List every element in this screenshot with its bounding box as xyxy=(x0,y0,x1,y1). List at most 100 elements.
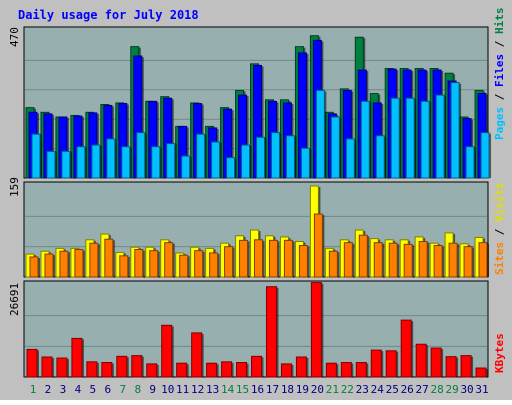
bar-sites-day-28 xyxy=(433,245,443,278)
bar-pages-day-15 xyxy=(241,144,251,179)
bar-kbytes-day-4 xyxy=(71,337,83,378)
bar-sites-day-11 xyxy=(179,254,189,278)
x-tick-label-day-12: 12 xyxy=(191,383,204,396)
chart-title: Daily usage for July 2018 xyxy=(18,8,199,22)
bar-kbytes-day-16 xyxy=(251,355,263,378)
bar-pages-day-19 xyxy=(300,147,310,179)
bar-pages-day-21 xyxy=(330,116,340,179)
bar-kbytes-day-2 xyxy=(41,356,53,378)
bar-kbytes-day-28 xyxy=(430,347,442,378)
bar-kbytes-day-27 xyxy=(415,343,427,378)
x-tick-label-day-13: 13 xyxy=(206,383,219,396)
bar-sites-day-26 xyxy=(403,243,413,278)
x-tick-label-day-9: 9 xyxy=(149,383,156,396)
bar-sites-day-3 xyxy=(59,250,69,278)
bar-pages-day-13 xyxy=(211,141,221,179)
bar-kbytes-day-8 xyxy=(131,355,143,378)
bar-sites-day-18 xyxy=(283,239,293,278)
bar-sites-day-1 xyxy=(29,256,39,278)
bar-pages-day-18 xyxy=(285,135,295,179)
bar-sites-day-12 xyxy=(194,250,204,278)
bar-sites-day-21 xyxy=(328,250,338,278)
bar-pages-day-25 xyxy=(390,97,400,179)
bar-sites-day-10 xyxy=(164,242,174,278)
bar-kbytes-day-3 xyxy=(56,357,68,378)
x-tick-label-day-8: 8 xyxy=(134,383,141,396)
x-tick-label-day-7: 7 xyxy=(119,383,126,396)
bar-sites-day-14 xyxy=(224,246,234,278)
bar-sites-day-15 xyxy=(239,239,249,278)
bar-kbytes-day-24 xyxy=(370,349,382,378)
bar-pages-day-23 xyxy=(360,100,370,179)
bar-pages-day-10 xyxy=(166,143,176,179)
bar-pages-day-9 xyxy=(151,146,161,179)
x-tick-label-day-11: 11 xyxy=(176,383,189,396)
bar-pages-day-29 xyxy=(450,82,460,179)
bar-pages-day-1 xyxy=(31,133,41,179)
legend-visits: Visits xyxy=(493,182,506,222)
bar-kbytes-day-6 xyxy=(101,362,113,378)
x-tick-label-day-21: 21 xyxy=(326,383,339,396)
bar-pages-day-4 xyxy=(76,146,86,179)
x-tick-label-day-10: 10 xyxy=(161,383,174,396)
bar-pages-day-6 xyxy=(106,138,116,179)
bar-pages-day-20 xyxy=(315,89,325,179)
legend-hits: Hits xyxy=(493,8,506,35)
bar-pages-day-14 xyxy=(226,157,236,179)
bar-pages-day-28 xyxy=(435,94,445,179)
x-tick-label-day-16: 16 xyxy=(251,383,264,396)
bar-kbytes-day-7 xyxy=(116,355,128,378)
bar-kbytes-day-31 xyxy=(475,367,487,378)
bar-sites-day-16 xyxy=(254,239,264,278)
x-tick-label-day-20: 20 xyxy=(311,383,324,396)
legend-visits-panel: Sites / Visits xyxy=(493,182,506,275)
bars xyxy=(25,35,492,378)
x-tick-label-day-28: 28 xyxy=(431,383,444,396)
bar-sites-day-2 xyxy=(44,253,54,278)
bar-sites-day-27 xyxy=(418,241,428,278)
bar-pages-day-5 xyxy=(91,144,101,179)
bar-pages-day-12 xyxy=(196,133,206,179)
bar-sites-day-8 xyxy=(134,249,144,278)
bar-sites-day-7 xyxy=(119,255,129,278)
legend-files: Files xyxy=(493,54,506,87)
bar-kbytes-day-26 xyxy=(400,319,412,378)
bar-sites-day-22 xyxy=(343,242,353,278)
x-tick-label-day-23: 23 xyxy=(356,383,369,396)
bar-sites-day-23 xyxy=(358,234,368,278)
bar-pages-day-3 xyxy=(61,150,71,179)
bar-kbytes-day-30 xyxy=(460,355,472,378)
bar-sites-day-19 xyxy=(298,245,308,278)
x-tick-label-day-14: 14 xyxy=(221,383,235,396)
bar-kbytes-day-22 xyxy=(340,362,352,378)
legend-kbytes: KBytes xyxy=(493,333,506,373)
bar-kbytes-day-19 xyxy=(295,356,307,378)
legend-kbytes-panel: KBytes xyxy=(493,333,506,373)
x-tick-label-day-15: 15 xyxy=(236,383,249,396)
bar-kbytes-day-13 xyxy=(206,362,218,378)
x-tick-label-day-27: 27 xyxy=(416,383,429,396)
bar-kbytes-day-12 xyxy=(191,332,203,378)
bar-sites-day-29 xyxy=(448,242,458,278)
x-tick-label-day-26: 26 xyxy=(401,383,414,396)
x-tick-label-day-4: 4 xyxy=(75,383,82,396)
bar-kbytes-day-10 xyxy=(161,324,173,378)
bar-kbytes-day-29 xyxy=(445,356,457,378)
x-tick-label-day-3: 3 xyxy=(60,383,67,396)
x-tick-label-day-24: 24 xyxy=(371,383,385,396)
bar-pages-day-17 xyxy=(270,132,280,179)
hits-max-label: 470 xyxy=(8,27,21,47)
bar-kbytes-day-5 xyxy=(86,361,98,378)
bar-sites-day-13 xyxy=(209,252,219,278)
x-tick-label-day-31: 31 xyxy=(475,383,488,396)
x-tick-label-day-30: 30 xyxy=(460,383,473,396)
x-tick-label-day-1: 1 xyxy=(30,383,37,396)
bar-sites-day-6 xyxy=(104,238,114,278)
x-tick-label-day-17: 17 xyxy=(266,383,279,396)
bar-kbytes-day-15 xyxy=(236,362,248,378)
bar-kbytes-day-20 xyxy=(310,282,322,378)
bar-sites-day-24 xyxy=(373,242,383,278)
bar-sites-day-25 xyxy=(388,242,398,278)
